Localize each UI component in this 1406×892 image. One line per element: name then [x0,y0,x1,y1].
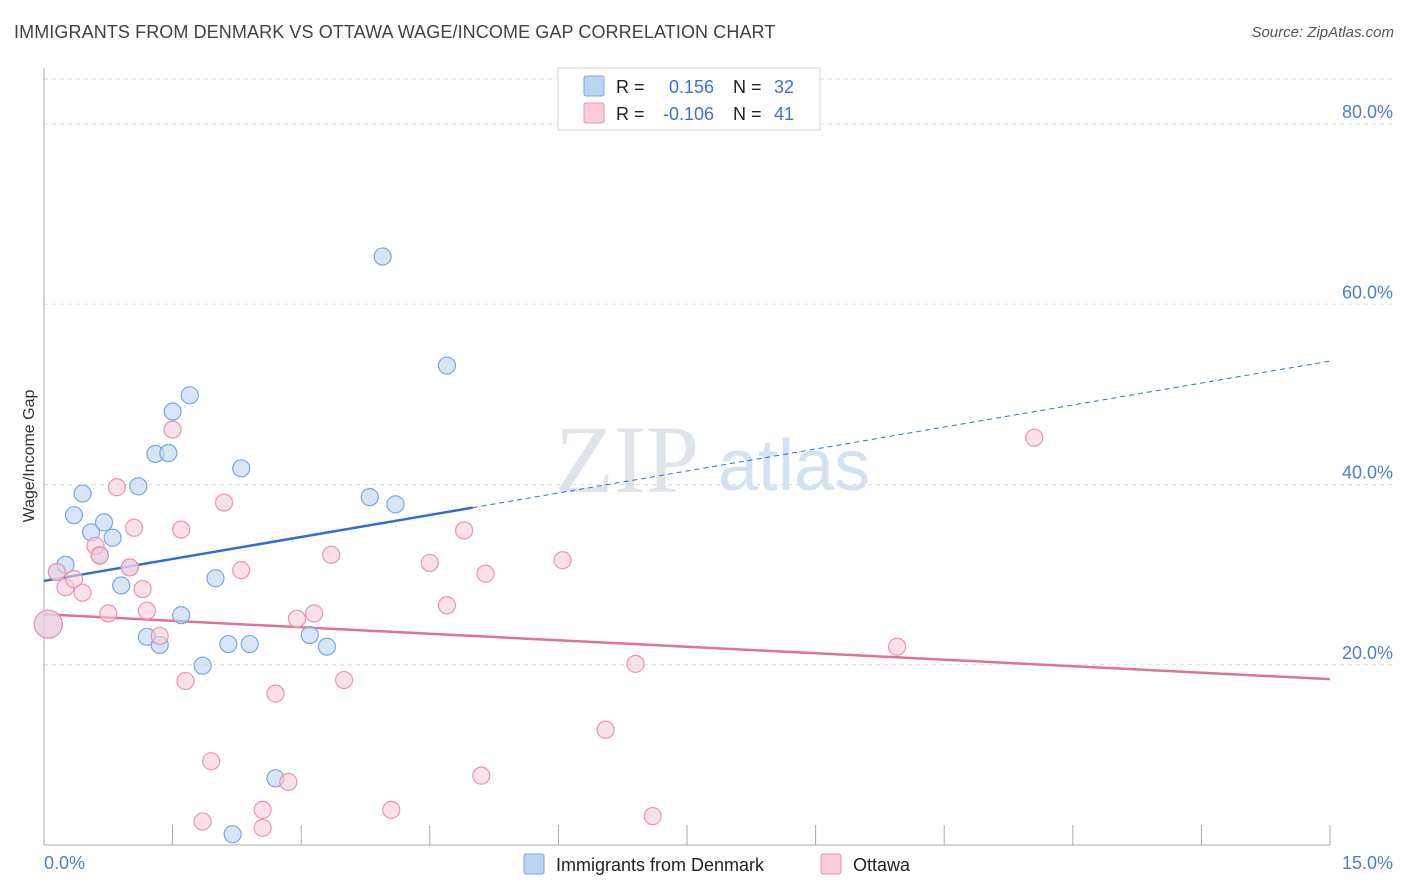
x-axis-ticks [43,825,1331,845]
point-ottawa [887,637,907,656]
point-ottawa [279,772,298,792]
point-ottawa [437,596,457,615]
point-denmark [159,443,178,463]
point-denmark [103,528,122,547]
point-ottawa [33,609,63,639]
legend-swatch-pink [583,102,605,124]
y-axis-label: Wage/Income Gap [21,390,38,523]
trend-lines [43,360,1331,681]
point-denmark [180,386,199,405]
legend-n-value-1: 32 [774,77,794,97]
legend-bottom: Immigrants from Denmark Ottawa [523,853,911,875]
point-ottawa [266,684,285,703]
point-ottawa [150,626,169,646]
point-ottawa [626,654,645,673]
point-ottawa [334,670,354,690]
point-ottawa [90,546,109,565]
data-points [33,247,1044,844]
point-ottawa [420,553,439,573]
legend-bottom-swatch-blue [523,853,545,875]
trend-line-denmark-extension [472,360,1331,509]
point-denmark [437,356,457,375]
point-denmark [73,484,92,503]
y-tick-label-60: 60.0% [1342,282,1393,302]
point-denmark [317,637,337,656]
point-ottawa [382,800,401,819]
watermark-zip: ZIP [555,406,699,513]
point-ottawa [202,752,221,771]
point-ottawa [73,583,92,602]
point-ottawa [253,818,272,837]
legend-r-value-1: 0.156 [669,77,714,97]
point-ottawa [553,551,572,570]
point-ottawa [124,518,144,537]
point-denmark [206,569,225,588]
point-denmark [193,656,212,675]
point-ottawa [304,604,324,623]
y-tick-labels: 20.0% 40.0% 60.0% 80.0% [1342,102,1393,663]
point-ottawa [596,720,615,739]
point-ottawa [643,807,662,826]
point-ottawa [64,570,84,589]
point-ottawa [47,562,66,582]
y-tick-label-20: 20.0% [1342,643,1393,663]
point-denmark [300,625,319,645]
point-ottawa [99,604,118,623]
point-ottawa [133,579,152,599]
legend-n-label-2: N = [733,104,762,124]
legend-r-label-1: R = [616,77,645,97]
legend-n-value-2: 41 [774,104,794,124]
point-ottawa [176,671,195,691]
point-denmark [172,606,191,625]
trend-line-ottawa [43,613,1331,681]
point-ottawa [454,521,474,540]
point-denmark [360,488,379,507]
legend-bottom-label-denmark: Immigrants from Denmark [556,855,765,875]
point-ottawa [163,420,182,439]
point-ottawa [232,561,251,580]
legend-bottom-swatch-pink [820,853,842,875]
y-tick-label-40: 40.0% [1342,463,1393,483]
point-ottawa [1025,428,1044,447]
point-ottawa [214,493,234,512]
point-denmark [240,634,259,654]
point-denmark [373,247,392,266]
point-denmark [112,576,131,595]
legend-n-label-1: N = [733,77,762,97]
point-ottawa [476,564,495,583]
source-credit: Source: ZipAtlas.com [1251,24,1394,41]
legend-top: R = 0.156 N = 32 R = -0.106 N = 41 [557,67,821,131]
legend-bottom-label-ottawa: Ottawa [853,855,911,875]
point-ottawa [120,558,139,577]
point-ottawa [287,609,307,628]
y-tick-label-80: 80.0% [1342,102,1393,122]
point-denmark [129,477,148,496]
point-denmark [64,506,84,525]
chart-title: IMMIGRANTS FROM DENMARK VS OTTAWA WAGE/I… [14,22,776,42]
legend-r-label-2: R = [616,104,645,124]
legend-swatch-blue [583,75,605,97]
point-ottawa [172,520,191,539]
x-tick-label-min: 0.0% [44,853,85,873]
point-denmark [386,495,405,514]
point-denmark [163,402,182,421]
point-denmark [232,459,251,478]
point-ottawa [107,478,126,497]
point-ottawa [137,601,156,620]
point-ottawa [193,812,212,831]
point-ottawa [253,800,272,819]
point-denmark [223,825,242,844]
trend-line-denmark [43,506,473,583]
point-denmark [94,513,114,532]
watermark-atlas: atlas [718,426,870,506]
point-ottawa [472,766,491,785]
x-tick-label-max: 15.0% [1342,853,1393,873]
legend-r-value-2: -0.106 [663,104,714,124]
point-ottawa [322,545,341,564]
point-denmark [219,634,238,654]
